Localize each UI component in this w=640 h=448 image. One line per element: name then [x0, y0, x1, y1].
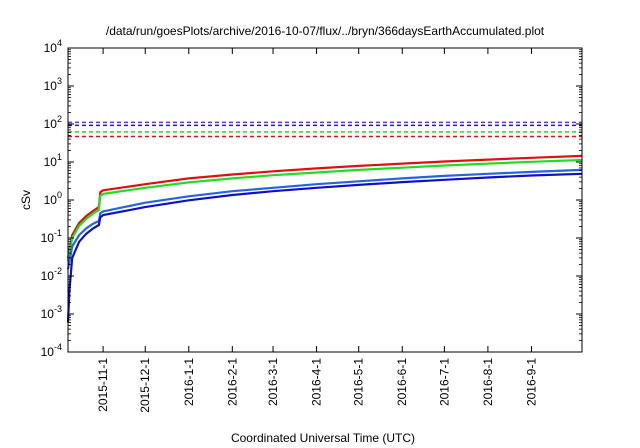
y-tick-label: 102 — [44, 114, 62, 131]
x-tick-label: 2015-11-1 — [96, 358, 110, 412]
x-tick-label: 2016-5-1 — [352, 358, 366, 406]
x-tick-label: 2016-9-1 — [524, 358, 538, 406]
x-tick-label: 2016-2-1 — [225, 358, 239, 406]
x-tick-label: 2015-12-1 — [138, 358, 152, 413]
threshold-lines — [68, 121, 582, 138]
x-tick-label: 2016-6-1 — [395, 358, 409, 406]
y-tick-label: 103 — [44, 76, 62, 93]
x-tick-label: 2016-7-1 — [437, 358, 451, 406]
y-axis-label: cSv — [19, 190, 33, 210]
series-line — [66, 154, 583, 259]
x-tick-label: 2016-8-1 — [481, 358, 495, 406]
y-tick-label: 10-2 — [41, 266, 62, 283]
axes: 10-4 10-3 10-2 10-1 100 101 102 103 104 2015-11-1… — [41, 38, 582, 413]
chart-title: /data/run/goesPlots/archive/2016-10-07/f… — [106, 24, 545, 38]
y-tick-label: 104 — [44, 38, 62, 55]
x-tick-label: 2016-1-1 — [182, 358, 196, 406]
y-tick-label: 10-1 — [41, 228, 62, 245]
series-line — [66, 172, 583, 323]
y-tick-label: 10-3 — [41, 304, 62, 321]
plot-frame — [67, 47, 583, 353]
x-tick-label: 2016-4-1 — [310, 358, 324, 406]
x-tick-label: 2016-3-1 — [266, 358, 280, 406]
y-tick-label: 10-4 — [41, 342, 62, 359]
y-tick-label: 101 — [44, 152, 62, 169]
series-line — [66, 168, 583, 270]
series-line — [66, 158, 583, 262]
series-lines — [66, 154, 583, 323]
x-axis-label: Coordinated Universal Time (UTC) — [231, 431, 415, 445]
y-tick-label: 100 — [44, 190, 62, 207]
